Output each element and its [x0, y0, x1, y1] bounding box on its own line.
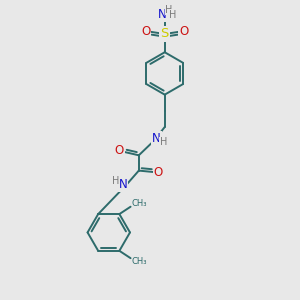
Text: O: O — [179, 25, 188, 38]
Text: S: S — [160, 28, 169, 40]
Text: O: O — [154, 166, 163, 178]
Text: N: N — [152, 132, 161, 145]
Text: H: H — [165, 5, 172, 15]
Text: H: H — [112, 176, 119, 186]
Text: N: N — [118, 178, 127, 191]
Text: O: O — [115, 144, 124, 157]
Text: CH₃: CH₃ — [132, 199, 147, 208]
Text: O: O — [141, 25, 150, 38]
Text: H: H — [160, 137, 167, 147]
Text: CH₃: CH₃ — [132, 257, 147, 266]
Text: H: H — [169, 10, 176, 20]
Text: N: N — [158, 8, 166, 21]
